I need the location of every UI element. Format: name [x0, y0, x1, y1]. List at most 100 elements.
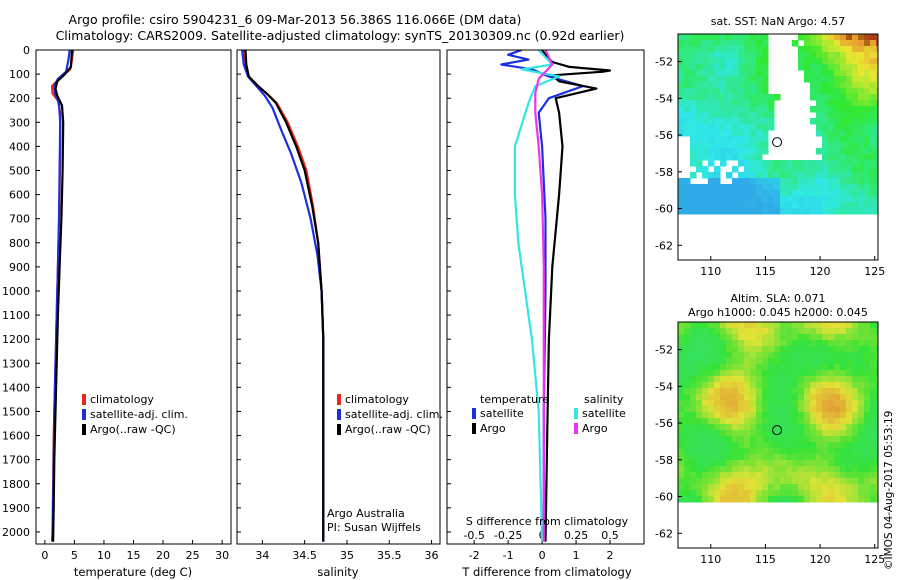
legend-swatch-argo [337, 424, 341, 435]
depth-tick-label: 1100 [2, 309, 30, 322]
heatmap-cell [714, 142, 721, 149]
heatmap-cell [732, 112, 739, 119]
heatmap-cell [816, 202, 823, 209]
heatmap-cell [828, 322, 835, 329]
heatmap-cell [846, 346, 853, 353]
heatmap-cell [864, 496, 871, 503]
heatmap-cell [846, 208, 853, 215]
heatmap-cell [696, 436, 703, 443]
heatmap-cell [846, 106, 853, 113]
heatmap-cell [852, 340, 859, 347]
heatmap-cell [762, 142, 769, 149]
heatmap-cell [792, 184, 799, 191]
depth-tick-label: 0 [23, 44, 30, 57]
heatmap-cell [858, 460, 865, 467]
heatmap-cell [714, 52, 721, 59]
heatmap-cell [768, 94, 775, 101]
heatmap-cell [744, 178, 751, 185]
heatmap-cell [756, 46, 763, 53]
heatmap-cell [696, 340, 703, 347]
heatmap-cell [690, 58, 697, 65]
heatmap-cell [768, 190, 775, 197]
heatmap-cell [702, 424, 709, 431]
heatmap-cell [714, 376, 721, 383]
heatmap-cell [864, 82, 871, 89]
heatmap-cell [852, 190, 859, 197]
heatmap-cell [744, 190, 751, 197]
heatmap-cell [678, 76, 685, 83]
heatmap-cell [768, 460, 775, 467]
heatmap-cell [708, 448, 715, 455]
heatmap-cell [762, 124, 769, 131]
heatmap-cell [702, 358, 709, 365]
heatmap-cell [750, 166, 757, 173]
heatmap-cell [792, 358, 799, 365]
heatmap-cell [828, 448, 835, 455]
x-tick-label: 2 [607, 549, 614, 562]
heatmap-cell [696, 400, 703, 407]
heatmap-cell [834, 124, 841, 131]
heatmap-cell [714, 106, 721, 113]
heatmap-cell [834, 418, 841, 425]
heatmap-cell [822, 94, 829, 101]
heatmap-cell [816, 148, 823, 155]
heatmap-cell [726, 370, 733, 377]
heatmap-cell [798, 388, 805, 395]
heatmap-cell [804, 478, 811, 485]
heatmap-cell [708, 412, 715, 419]
heatmap-cell [858, 370, 865, 377]
heatmap-cell [738, 58, 745, 65]
heatmap-cell [678, 478, 685, 485]
heatmap-cell [744, 328, 751, 335]
heatmap-cell [834, 352, 841, 359]
heatmap-cell [732, 496, 739, 503]
heatmap-cell [858, 454, 865, 461]
heatmap-cell [852, 478, 859, 485]
heatmap-cell [846, 358, 853, 365]
heatmap-cell [756, 148, 763, 155]
heatmap-cell [708, 160, 715, 167]
heatmap-cell [858, 136, 865, 143]
heatmap-cell [858, 154, 865, 161]
legend-swatch-t-satellite [472, 408, 476, 419]
heatmap-cell [864, 334, 871, 341]
heatmap-cell [834, 364, 841, 371]
heatmap-cell [732, 328, 739, 335]
heatmap-cell [708, 460, 715, 467]
sst-heatmap-cells [678, 34, 878, 215]
heatmap-cell [840, 382, 847, 389]
heatmap-cell [726, 184, 733, 191]
heatmap-cell [726, 448, 733, 455]
heatmap-cell [792, 424, 799, 431]
heatmap-cell [852, 370, 859, 377]
heatmap-cell [834, 64, 841, 71]
legend-s-satellite: satellite [582, 407, 626, 420]
heatmap-cell [762, 166, 769, 173]
heatmap-cell [828, 52, 835, 59]
heatmap-cell [690, 82, 697, 89]
heatmap-cell [708, 376, 715, 383]
heatmap-cell [684, 124, 691, 131]
heatmap-cell [774, 334, 781, 341]
heatmap-cell [792, 166, 799, 173]
heatmap-cell [720, 58, 727, 65]
heatmap-cell [762, 100, 769, 107]
heatmap-cell [828, 400, 835, 407]
heatmap-cell [846, 184, 853, 191]
heatmap-cell [864, 370, 871, 377]
heatmap-cell [834, 94, 841, 101]
heatmap-cell [828, 346, 835, 353]
map-lat-label: -62 [655, 239, 673, 252]
heatmap-cell [768, 340, 775, 347]
heatmap-cell [750, 340, 757, 347]
heatmap-cell [840, 52, 847, 59]
heatmap-cell [762, 466, 769, 473]
legend-t-satellite: satellite [480, 407, 524, 420]
heatmap-cell [696, 124, 703, 131]
heatmap-cell [702, 184, 709, 191]
heatmap-cell [684, 88, 691, 95]
heatmap-cell [678, 184, 685, 191]
heatmap-cell [786, 388, 793, 395]
heatmap-cell [678, 382, 685, 389]
heatmap-cell [756, 442, 763, 449]
